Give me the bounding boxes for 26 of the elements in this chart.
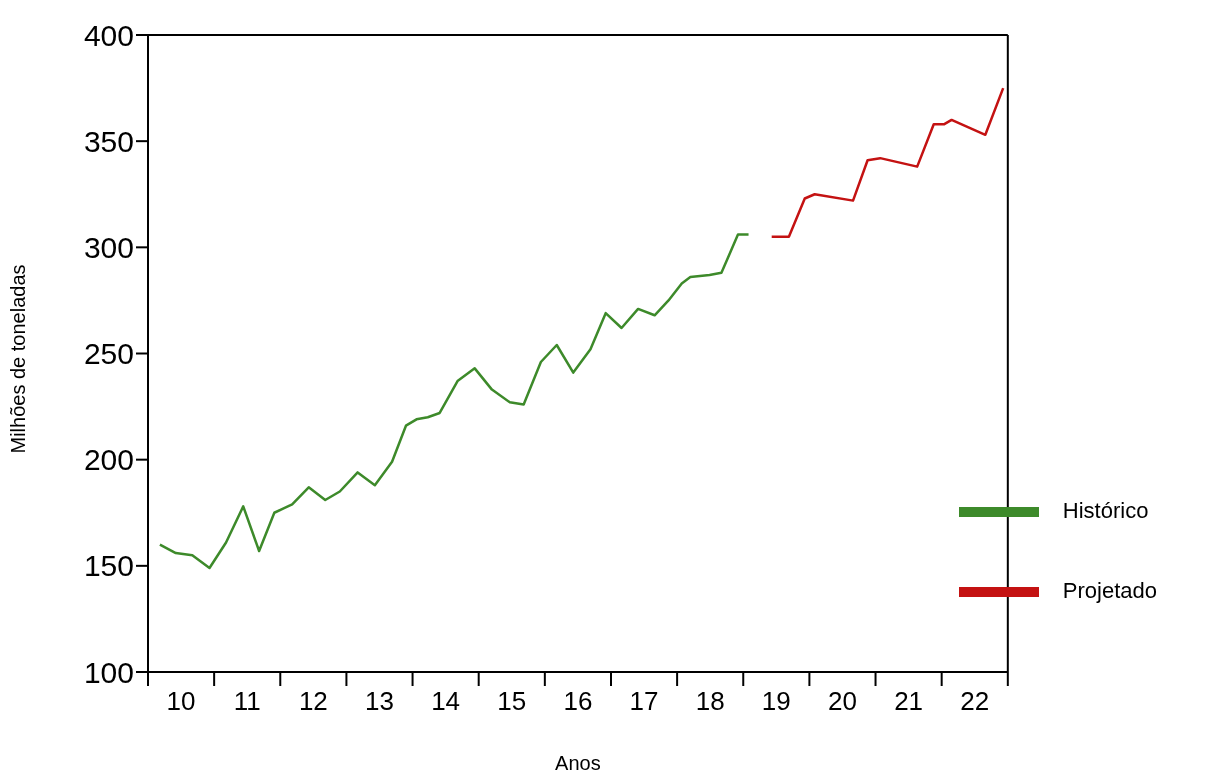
x-tick-label: 19 <box>761 686 791 716</box>
y-tick-label: 250 <box>83 337 134 371</box>
y-tick-label: 200 <box>83 443 134 477</box>
y-axis-title: Milhões de toneladas <box>7 264 30 454</box>
x-tick-label: 13 <box>365 686 394 716</box>
x-tick-label: 10 <box>166 686 196 716</box>
x-tick-label: 16 <box>563 686 593 716</box>
y-tick-label: 300 <box>83 230 134 264</box>
x-axis-title: Anos <box>555 752 601 774</box>
x-tick-label: 21 <box>894 686 924 716</box>
x-tick-label: 17 <box>629 686 659 716</box>
y-tick-label: 400 <box>83 18 134 52</box>
x-tick-label: 15 <box>497 686 527 716</box>
y-tick-label: 100 <box>83 655 134 689</box>
legend-label: Histórico <box>1062 497 1149 523</box>
line-series <box>158 233 750 570</box>
x-tick-label: 11 <box>233 686 261 716</box>
x-tick-label: 18 <box>695 686 725 716</box>
x-tick-label: 20 <box>828 686 857 716</box>
x-tick-label: 22 <box>960 686 990 716</box>
y-tick-label: 350 <box>83 124 134 158</box>
x-tick-label: 14 <box>431 686 461 716</box>
y-tick-label: 150 <box>83 549 134 583</box>
legend-label: Projetado <box>1062 577 1157 603</box>
line-series <box>770 86 1005 238</box>
x-tick-label: 12 <box>298 686 328 716</box>
